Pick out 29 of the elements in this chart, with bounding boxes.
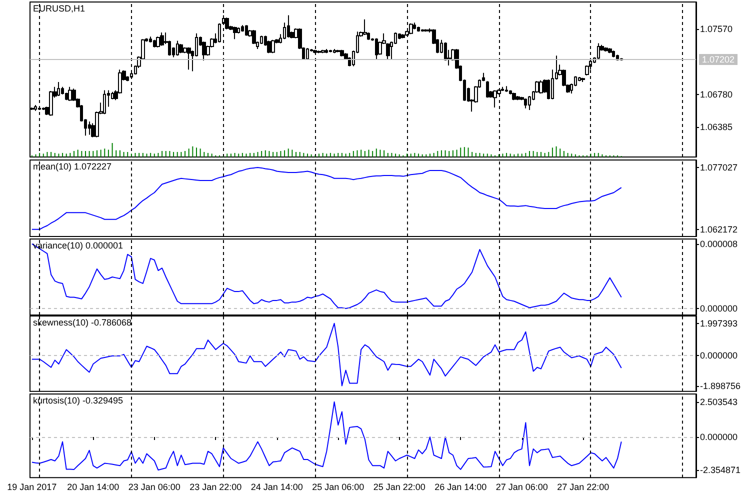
y-tick-label: 0.000000: [700, 432, 738, 442]
x-tick-label: 25 Jan 06:00: [312, 482, 364, 492]
y-tick-label: 1.997393: [700, 318, 738, 329]
y-tick-label: -1.898756: [700, 381, 741, 392]
y-tick-label: 1.062172: [700, 224, 738, 234]
y-tick-label: 1.06780: [700, 89, 733, 100]
x-tick-label: 23 Jan 06:00: [128, 482, 180, 492]
y-tick-label: 1.06385: [700, 122, 733, 132]
chart-title: skewness(10) -0.786068: [33, 318, 132, 328]
x-tick-label: 27 Jan 22:00: [557, 482, 610, 492]
chart-title: EURUSD,H1: [33, 4, 86, 14]
y-tick-label: 0.000000: [700, 350, 738, 361]
ref-line-label: 1.07202: [702, 54, 735, 65]
chart-title: variance(10) 0.000001: [33, 240, 124, 250]
y-tick-label: 1.077027: [700, 162, 738, 172]
chart-title: kurtosis(10) -0.329495: [33, 396, 124, 406]
x-tick-label: 26 Jan 14:00: [434, 482, 487, 492]
x-tick-label: 27 Jan 06:00: [496, 482, 548, 492]
x-tick-label: 23 Jan 22:00: [190, 482, 242, 492]
y-tick-label: 1.07570: [700, 24, 733, 34]
y-tick-label: -2.354871: [700, 465, 741, 476]
y-tick-label: 0.000008: [700, 238, 738, 248]
y-tick-label: 2.503543: [700, 397, 738, 408]
x-tick-label: 24 Jan 14:00: [250, 482, 303, 492]
x-tick-label: 25 Jan 22:00: [373, 482, 426, 492]
x-tick-label: 19 Jan 2017: [7, 482, 57, 492]
x-tick-label: 20 Jan 14:00: [67, 482, 120, 492]
y-tick-label: 0.000000: [700, 303, 738, 314]
chart-title: mean(10) 1.072227: [33, 161, 112, 171]
